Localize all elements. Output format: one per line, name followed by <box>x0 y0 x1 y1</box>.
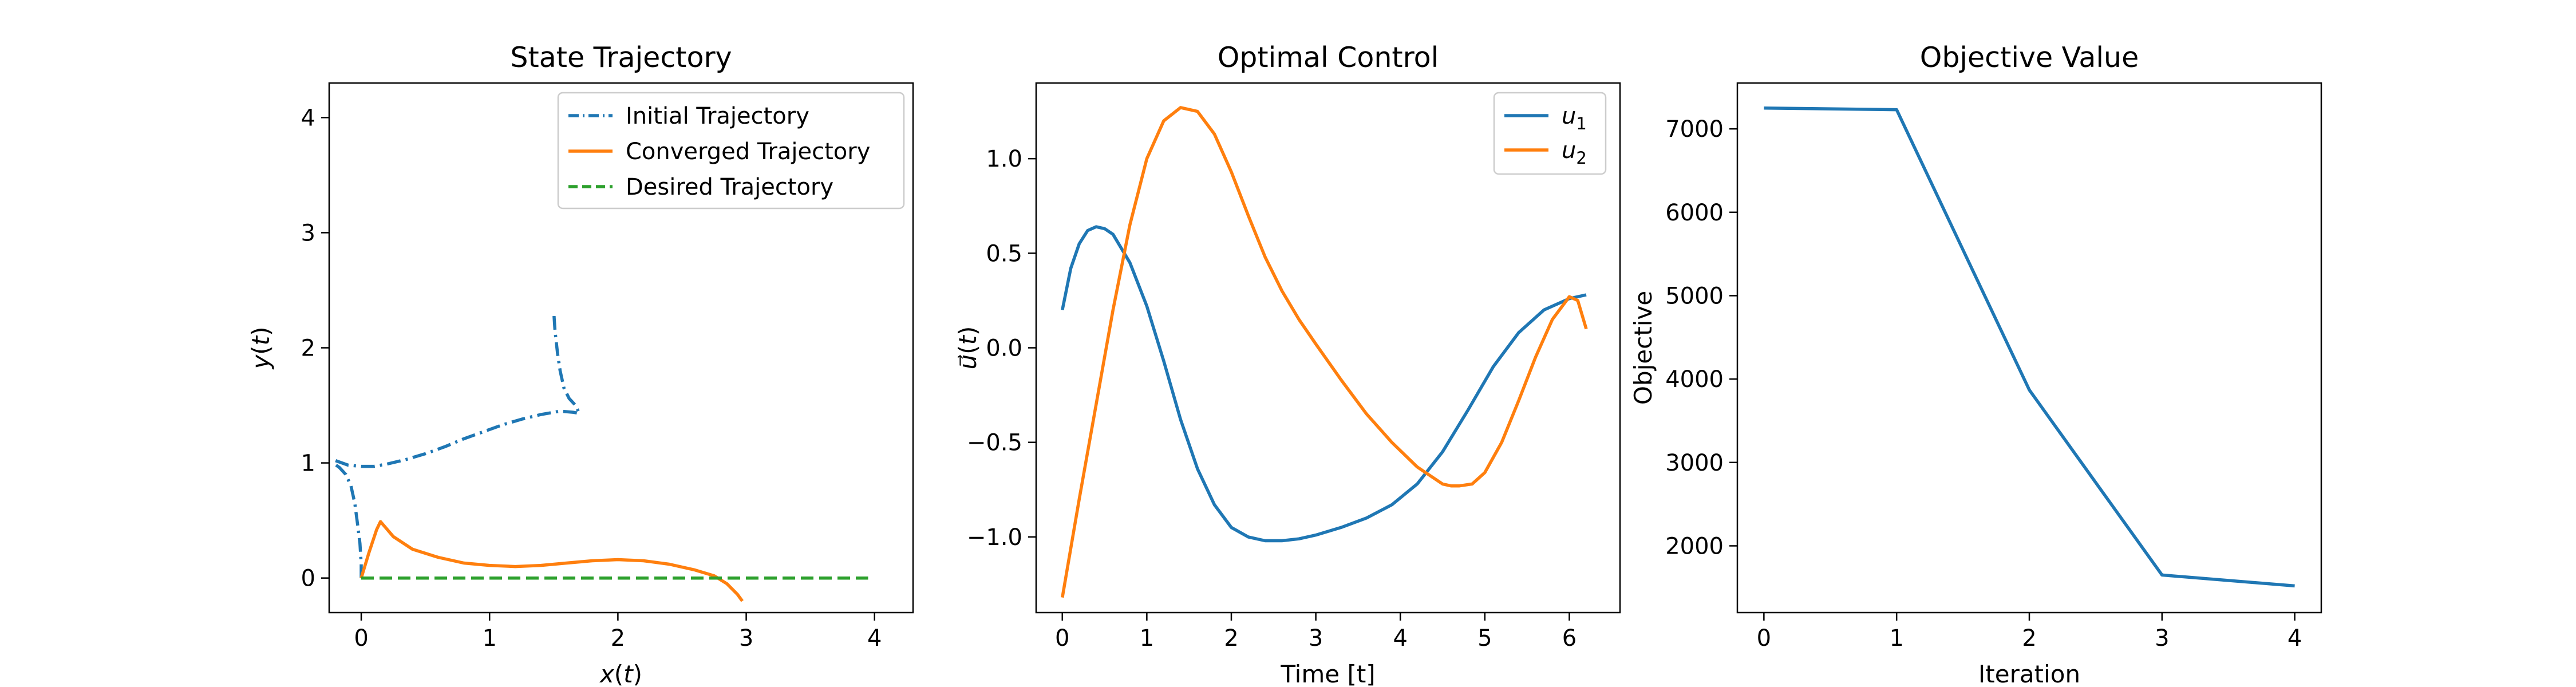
plot-area <box>332 311 868 602</box>
x-tick-label: 6 <box>1562 625 1577 652</box>
y-tick-label: 2000 <box>1665 533 1724 559</box>
y-tick-label: 6000 <box>1665 200 1724 226</box>
x-axis-label: x(t) <box>599 660 642 687</box>
series-line-2 <box>359 520 744 602</box>
x-tick-label: 1 <box>1140 625 1154 652</box>
subplot-3: Objective Value 0 1 2 3 4 2000 3000 4000 5000 6000… <box>1629 41 2322 687</box>
y-tick-label: −1.0 <box>967 524 1022 551</box>
y-tick-label: 4000 <box>1665 366 1724 393</box>
y-tick-label: 7000 <box>1665 116 1724 143</box>
y-tick-label: 3 <box>301 220 315 246</box>
legend-label: u1 <box>1562 103 1587 133</box>
y-tick-label: −0.5 <box>967 430 1022 456</box>
y-tick-label: 4 <box>301 105 315 131</box>
series-line-1 <box>1764 106 2295 588</box>
y-tick-label: 1 <box>301 451 315 477</box>
y-axis-label: Objective <box>1629 291 1657 405</box>
legend-label: Converged Trajectory <box>626 139 870 165</box>
series-line-1-seg2 <box>335 311 581 468</box>
x-tick-label: 2 <box>1224 625 1238 652</box>
x-tick-label: 4 <box>867 625 882 652</box>
y-tick-label: 3000 <box>1665 450 1724 476</box>
plot-area <box>1764 106 2295 588</box>
chart-title: State Trajectory <box>510 41 732 74</box>
chart-title: Objective Value <box>1920 41 2139 74</box>
x-tick-label: 2 <box>2022 625 2036 652</box>
y-tick-label: 0.5 <box>986 240 1022 267</box>
legend-box <box>557 92 905 210</box>
x-tick-label: 4 <box>1393 625 1407 652</box>
subplot-2: Optimal Control 0 1 2 3 4 5 6 −1.0 −0.5 0.0 0.5 1.0 T… <box>954 41 1621 687</box>
plot-area <box>1061 106 1588 598</box>
x-tick-label: 4 <box>2287 625 2302 652</box>
y-tick-label: 0.0 <box>986 335 1022 362</box>
x-tick-label: 0 <box>1055 625 1069 652</box>
subplot-1: State Trajectory 0 1 2 3 4 0 1 2 3 4 x(t) y(t) Initia… <box>247 41 914 687</box>
y-axis-label: u⃗(t) <box>954 326 982 370</box>
x-tick-label: 3 <box>1309 625 1323 652</box>
x-axis-label: Time [t] <box>1280 660 1375 687</box>
x-tick-label: 1 <box>482 625 496 652</box>
legend: Initial Trajectory Converged Trajectory De… <box>557 92 905 210</box>
y-tick-label: 2 <box>301 335 315 362</box>
y-tick-label: 1.0 <box>986 146 1022 172</box>
legend-label: Desired Trajectory <box>626 174 833 200</box>
series-line-1 <box>1061 225 1587 543</box>
x-tick-label: 0 <box>354 625 368 652</box>
y-tick-label: 0 <box>301 566 315 592</box>
series-line-1-seg1 <box>332 461 363 578</box>
x-tick-label: 1 <box>1889 625 1903 652</box>
y-tick-label: 5000 <box>1665 283 1724 309</box>
legend-label: Initial Trajectory <box>626 103 809 129</box>
x-tick-label: 2 <box>611 625 625 652</box>
x-tick-label: 0 <box>1757 625 1771 652</box>
plot-frame <box>1736 82 2322 614</box>
legend-label: u2 <box>1562 137 1587 168</box>
x-tick-label: 3 <box>2155 625 2169 652</box>
x-tick-label: 3 <box>739 625 753 652</box>
y-axis-label: y(t) <box>247 326 275 370</box>
x-tick-label: 5 <box>1477 625 1492 652</box>
legend-box <box>1493 92 1607 175</box>
series-line-2 <box>1061 106 1588 598</box>
x-axis-label: Iteration <box>1978 660 2080 687</box>
chart-title: Optimal Control <box>1218 41 1439 74</box>
